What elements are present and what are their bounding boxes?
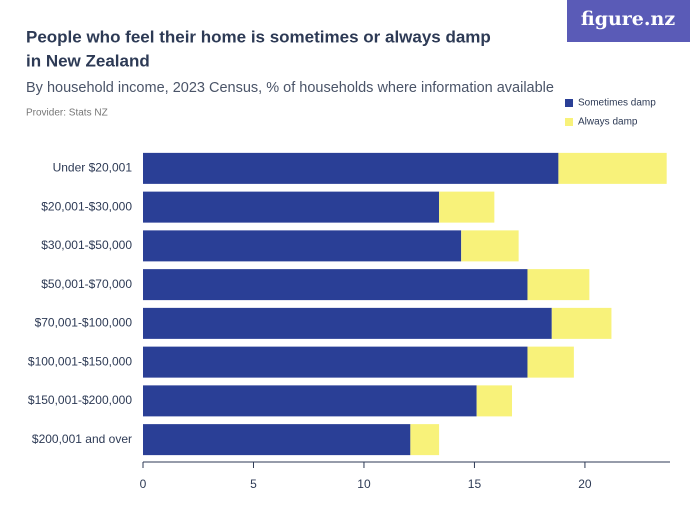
x-tick-label: 15: [468, 477, 482, 491]
y-tick-label: $70,001-$100,000: [35, 316, 133, 330]
y-tick-label: $150,001-$200,000: [28, 393, 132, 407]
chart-title: People who feel their home is sometimes …: [26, 27, 491, 46]
x-tick-label: 10: [357, 477, 371, 491]
y-tick-label: $100,001-$150,000: [28, 354, 132, 368]
bar-segment: [143, 424, 411, 456]
logo-box: [567, 0, 690, 42]
y-tick-label: $50,001-$70,000: [41, 277, 132, 291]
legend-label: Always damp: [578, 117, 638, 128]
y-tick-label: $200,001 and over: [32, 432, 132, 446]
bar-segment: [143, 230, 462, 262]
bar-segment: [527, 269, 590, 301]
bar-segment: [143, 152, 559, 184]
bar-segment: [558, 152, 667, 184]
x-tick-label: 5: [250, 477, 257, 491]
bar-segment: [476, 385, 513, 417]
bar-segment: [410, 424, 440, 456]
provider: Provider: Stats NZ: [26, 108, 108, 119]
bar-segment: [551, 307, 612, 339]
bar-segment: [527, 346, 574, 378]
legend-swatch: [565, 118, 573, 126]
x-tick-label: 20: [578, 477, 592, 491]
bar-segment: [143, 385, 477, 417]
bar-segment: [461, 230, 519, 262]
bar-segment: [439, 191, 495, 223]
y-tick-label: $20,001-$30,000: [41, 199, 132, 213]
bar-segment: [143, 269, 528, 301]
bar-segment: [143, 191, 440, 223]
x-tick-label: 0: [140, 477, 147, 491]
y-tick-label: $30,001-$50,000: [41, 238, 132, 252]
subtitle: By household income, 2023 Census, % of h…: [26, 80, 554, 96]
bar-segment: [143, 346, 528, 378]
legend-label: Sometimes damp: [578, 98, 656, 109]
y-tick-label: Under $20,001: [53, 161, 133, 175]
legend-swatch: [565, 99, 573, 107]
chart-title: in New Zealand: [26, 51, 150, 70]
bar-segment: [143, 307, 552, 339]
logo: figure.nz: [581, 8, 675, 30]
